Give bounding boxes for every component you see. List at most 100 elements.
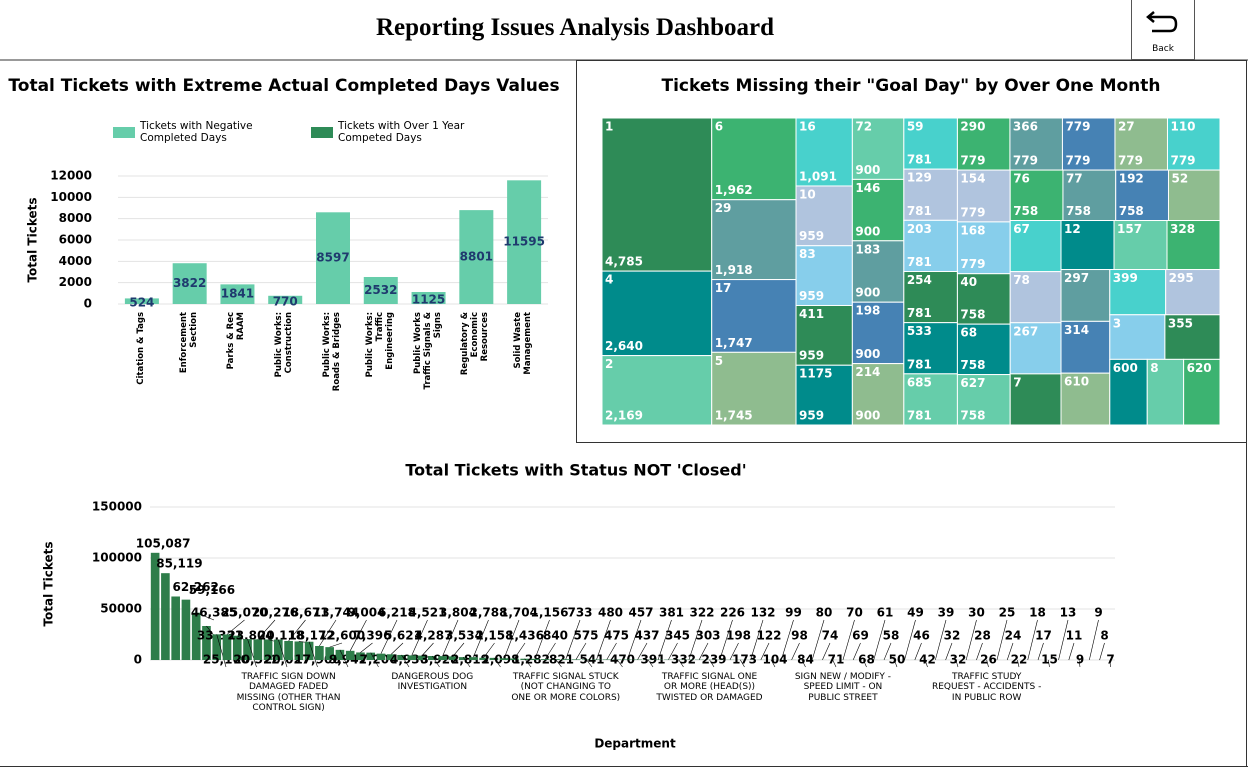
y-axis-label: Total Tickets: [26, 197, 40, 282]
leader-line: [1099, 642, 1105, 661]
x-tick-label: Regulatory & Economic Resources: [460, 312, 491, 376]
leader-line: [976, 642, 983, 661]
x-tick-label: TRAFFIC SIGN DOWN DAMAGED FADED MISSING …: [236, 672, 341, 714]
bar: [171, 596, 180, 660]
leader-line: [698, 642, 709, 660]
y-tick-label: 12000: [50, 169, 92, 183]
cell-label: 685: [907, 375, 932, 389]
cell-label: 8: [1150, 361, 1158, 375]
bar-value-label: 345: [665, 629, 690, 643]
bar: [510, 658, 519, 660]
y-tick-label: 10000: [50, 190, 92, 204]
treemap-cell: [601, 270, 713, 357]
cell-value-label: 779: [1065, 154, 1090, 168]
bar: [124, 298, 159, 304]
treemap-cell: [1109, 314, 1166, 360]
treemap-cell: [956, 323, 1011, 376]
bar-value-label: 46,385: [191, 606, 237, 620]
cell-value-label: 1,962: [715, 183, 753, 197]
bar: [376, 653, 386, 660]
leader-line: [1089, 619, 1099, 661]
treemap-cell: [903, 117, 958, 170]
cell-label: 267: [1013, 324, 1038, 338]
bar-value-label: 9: [1094, 606, 1102, 620]
leader-line: [565, 619, 581, 660]
leader-line: [391, 642, 404, 655]
leader-line: [811, 619, 825, 661]
cell-label: 52: [1171, 172, 1188, 186]
treemap-panel: [576, 60, 1247, 443]
bar: [540, 659, 550, 660]
leader-line: [1027, 619, 1038, 661]
bar: [220, 284, 255, 304]
bar: [222, 634, 232, 660]
leader-line: [452, 642, 465, 657]
cell-label: 59: [907, 120, 924, 134]
leader-line: [226, 619, 245, 635]
cell-label: 67: [1013, 222, 1030, 236]
treemap-cell: [1109, 358, 1148, 426]
cell-value-label: 758: [960, 409, 985, 423]
bar: [316, 212, 350, 304]
leader-line: [380, 619, 398, 654]
cell-label: 533: [907, 324, 932, 338]
chart-title: Tickets Missing their "Goal Day" by Over…: [661, 76, 1160, 96]
back-button[interactable]: Back: [1131, 0, 1195, 60]
bar: [315, 645, 324, 660]
bar: [181, 599, 191, 660]
x-tick-label: SIGN NEW / MODIFY - SPEED LIMIT - ON PUB…: [794, 672, 892, 703]
cell-value-label: 781: [907, 204, 932, 218]
cell-label: 40: [960, 275, 977, 289]
bar-value-label: 6,218: [378, 606, 416, 620]
cell-value-label: 758: [1119, 204, 1144, 218]
cell-label: 297: [1064, 271, 1089, 285]
cell-label: 3: [1113, 316, 1121, 330]
leader-line: [606, 642, 617, 660]
bar-value-label: 39: [938, 606, 955, 620]
bar-value-label: 4,521: [409, 606, 447, 620]
leader-line: [401, 654, 410, 668]
treemap-cell: [1060, 220, 1115, 271]
cell-label: 78: [1013, 273, 1030, 287]
cell-label: 355: [1168, 316, 1193, 330]
leader-line: [688, 619, 703, 660]
leader-line: [534, 619, 550, 659]
bar: [561, 659, 571, 660]
cell-value-label: 900: [855, 286, 880, 300]
bar-value-label: 17: [1035, 629, 1052, 643]
treemap-cell: [851, 240, 905, 303]
bar-value-label: 3,804: [439, 606, 477, 620]
leader-line: [1109, 659, 1111, 668]
cell-value-label: 1,747: [715, 336, 753, 350]
treemap-cell: [903, 373, 958, 426]
bar-value-label: 457: [628, 606, 653, 620]
leader-line: [1058, 619, 1069, 661]
bar-value-label: 80: [816, 606, 833, 620]
bar-value-label: 13,744: [313, 606, 359, 620]
leader-line: [791, 642, 800, 661]
chart-title: Total Tickets with Extreme Actual Comple…: [8, 76, 559, 96]
x-tick-label: DANGEROUS DOG INVESTIGATION: [391, 672, 474, 693]
leader-line: [770, 659, 776, 668]
x-tick-label: Citation & Tags: [135, 312, 146, 385]
bar-value-label: 226: [720, 606, 745, 620]
treemap-cell: [1166, 220, 1221, 271]
cell-value-label: 959: [799, 409, 824, 423]
leader-line: [822, 642, 831, 661]
leader-line: [801, 659, 806, 668]
leader-line: [852, 642, 861, 661]
bar: [571, 659, 581, 660]
leader-line: [524, 658, 532, 668]
treemap-cell: [851, 363, 905, 426]
leader-line: [955, 659, 959, 668]
cell-label: 600: [1113, 361, 1138, 375]
y-tick-label: 150000: [92, 500, 142, 514]
leader-line: [637, 642, 648, 660]
bar-value-label: 198: [726, 629, 751, 643]
bar-value-label: 24: [1005, 629, 1022, 643]
bar-value-label: 475: [604, 629, 629, 643]
cell-label: 2: [605, 357, 613, 371]
x-tick-label: TRAFFIC STUDY REQUEST - ACCIDENTS - IN P…: [931, 672, 1042, 703]
cell-value-label: 781: [907, 409, 932, 423]
bar: [304, 641, 314, 660]
